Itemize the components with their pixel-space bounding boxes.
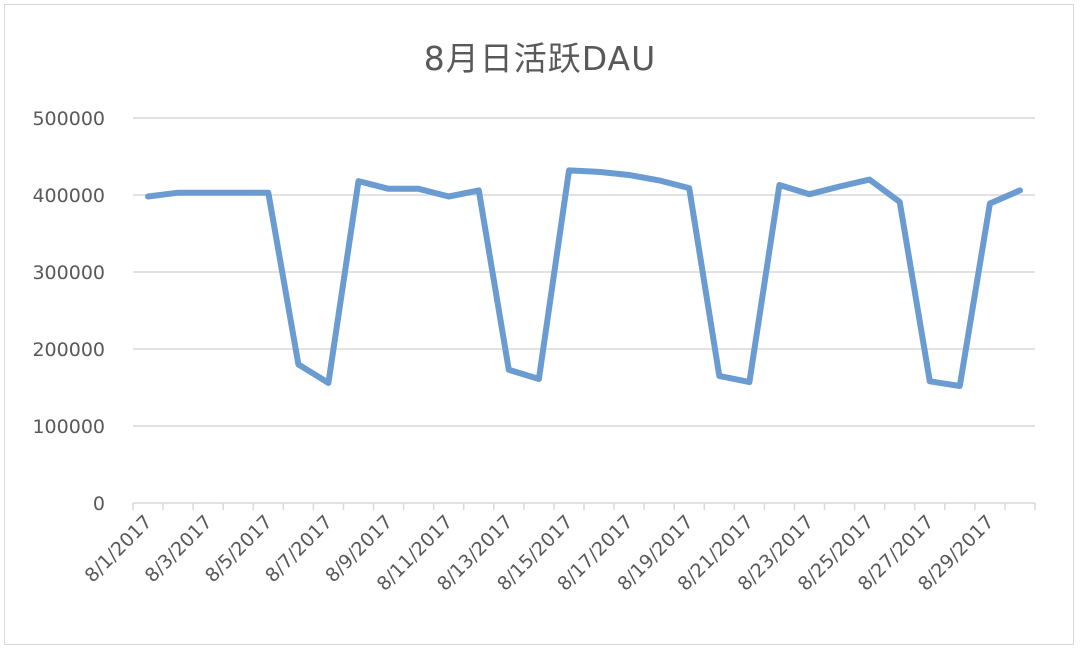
- chart-title: 8月日活跃DAU: [423, 39, 657, 78]
- gridlines: [133, 117, 1035, 427]
- series-line: [145, 167, 1023, 389]
- y-tick-label: 200000: [32, 339, 105, 361]
- y-axis-ticks: 0 100000 200000 300000 400000 500000: [32, 108, 105, 515]
- series-group: [145, 167, 1023, 389]
- x-axis: 8/1/20178/3/20178/5/20178/7/20178/9/2017…: [81, 502, 1036, 595]
- y-tick-label: 400000: [32, 185, 105, 207]
- y-tick-label: 300000: [32, 262, 105, 284]
- chart-frame: [4, 4, 1074, 645]
- y-tick-label: 100000: [32, 416, 105, 438]
- y-tick-label: 0: [93, 493, 105, 515]
- y-tick-label: 500000: [32, 108, 105, 130]
